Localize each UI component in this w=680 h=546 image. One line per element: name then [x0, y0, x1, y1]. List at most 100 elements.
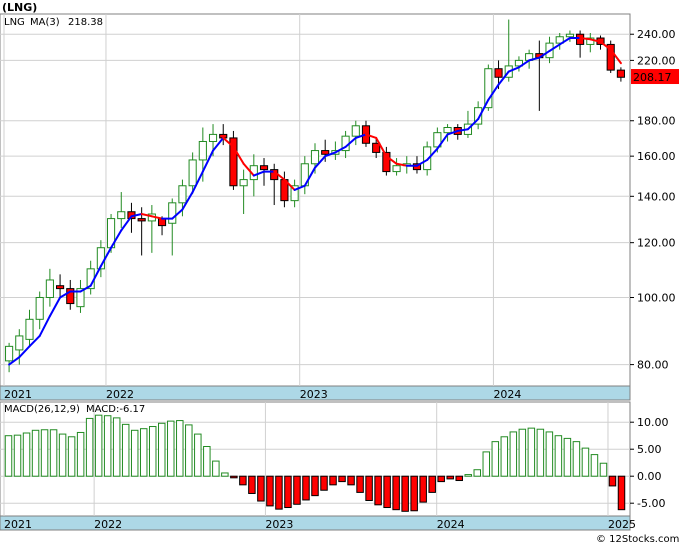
candle-body-down: [616, 69, 625, 78]
candle: [372, 137, 381, 159]
macd-bar-positive: [491, 441, 500, 477]
macd-bar-positive: [139, 428, 148, 477]
ma-segment: [487, 83, 500, 101]
macd-xtick-label: 2025: [608, 518, 636, 531]
macd-bar-positive: [464, 474, 472, 477]
ma-segment: [283, 178, 296, 191]
macd-bar-positive: [4, 435, 13, 477]
ma-segment: [528, 56, 541, 62]
candle-body-up: [208, 133, 218, 142]
candle-body-up: [15, 335, 24, 351]
legend-ma-value: 218.38: [68, 17, 103, 28]
macd-date-axis-band: [0, 515, 631, 531]
macd-bar-positive: [121, 423, 130, 477]
macd-bar-positive: [167, 420, 175, 477]
candle-body-down: [606, 43, 615, 71]
macd-bar-positive: [527, 427, 536, 477]
ma-segment: [344, 136, 357, 148]
macd-bar-negative: [257, 475, 265, 502]
ma-segment: [303, 166, 316, 187]
candle: [137, 207, 146, 256]
candle: [382, 146, 391, 176]
macd-bar-positive: [103, 415, 112, 477]
ma-segment: [89, 265, 102, 287]
candle: [484, 64, 493, 111]
macd-xtick-label: 2023: [265, 518, 293, 531]
ma-segment: [517, 59, 531, 69]
price-y-ticks: 240.00 220.00 180.00 160.00 140.00 120.00 100.…: [630, 28, 676, 372]
candle: [443, 124, 452, 142]
macd-bar-positive: [500, 436, 509, 477]
macd-bar-negative: [266, 475, 274, 507]
candle: [514, 56, 524, 72]
candle-body-up: [25, 318, 34, 340]
macd-bar-negative: [401, 475, 409, 512]
candle: [188, 152, 197, 195]
candle-body-up: [351, 125, 360, 137]
candle-body-up: [474, 107, 483, 125]
macd-ytick-label: 10.00: [637, 416, 669, 429]
macd-ytick-label: -5.00: [637, 497, 665, 510]
macd-bar-positive: [545, 431, 554, 477]
candle-body-up: [423, 146, 432, 171]
ma-segment: [59, 290, 72, 299]
macd-bar-positive: [13, 434, 22, 477]
ma-segment: [548, 43, 561, 52]
candle-body-down: [137, 218, 146, 222]
ma-segment: [375, 136, 388, 158]
ma-segment: [415, 158, 429, 167]
macd-bar-positive: [509, 431, 518, 477]
candle-body-up: [76, 288, 85, 308]
candle: [117, 192, 126, 228]
copyright-footer: © 12Stocks.com: [596, 534, 679, 545]
candle-body-up: [290, 185, 299, 202]
candle: [35, 291, 44, 330]
macd-bar-positive: [58, 433, 67, 477]
macd-xtick-label: 2024: [437, 518, 465, 531]
candle: [586, 32, 595, 53]
candle: [474, 101, 483, 130]
macd-bar-negative: [248, 475, 256, 494]
ma-segment: [110, 229, 123, 249]
macd-bar-positive: [194, 433, 202, 477]
price-ytick-label: 80.00: [637, 359, 669, 372]
candle: [565, 30, 574, 42]
ma-segment: [191, 170, 204, 194]
ma-segment: [477, 98, 490, 121]
macd-bar-negative: [311, 475, 319, 497]
ma-segment: [38, 315, 51, 337]
macd-ytick-label: 0.00: [637, 470, 662, 483]
price-date-axis-band: [0, 385, 631, 401]
macd-bar-positive: [130, 429, 139, 477]
ma-segment: [558, 37, 571, 46]
legend-ma-label: MA(3): [30, 17, 60, 28]
macd-bar-positive: [473, 469, 482, 477]
ma-segment: [324, 151, 337, 158]
candle: [606, 40, 615, 73]
price-ytick-label: 240.00: [637, 28, 676, 41]
candle: [76, 279, 85, 313]
ma-segment: [497, 70, 510, 86]
candle-body-down: [56, 285, 65, 290]
ma-segment: [171, 208, 184, 220]
macd-bar-positive: [158, 422, 166, 477]
ma-segment: [48, 296, 62, 318]
ma-segment: [466, 118, 480, 131]
macd-bar-negative: [608, 475, 617, 487]
ma-segment: [99, 246, 113, 268]
candle: [66, 279, 75, 310]
macd-bar-positive: [518, 428, 527, 477]
ma-segment: [222, 136, 235, 148]
macd-bar-positive: [112, 417, 121, 477]
ma-segment: [364, 133, 378, 139]
macd-bar-positive: [76, 431, 85, 477]
macd-bars-group: [4, 414, 626, 512]
candle-body-up: [188, 159, 197, 187]
macd-bar-positive: [49, 429, 58, 477]
macd-xtick-label: 2021: [4, 518, 32, 531]
macd-bar-negative: [338, 475, 346, 483]
macd-bar-negative: [302, 475, 310, 501]
macd-bar-negative: [239, 475, 247, 486]
ma-segment: [130, 213, 143, 218]
price-ytick-label: 180.00: [637, 115, 676, 128]
